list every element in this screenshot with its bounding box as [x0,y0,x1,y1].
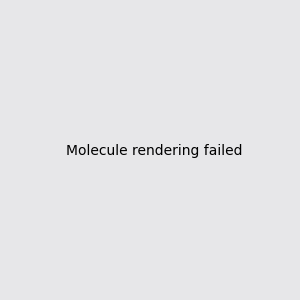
Text: Molecule rendering failed: Molecule rendering failed [65,145,242,158]
